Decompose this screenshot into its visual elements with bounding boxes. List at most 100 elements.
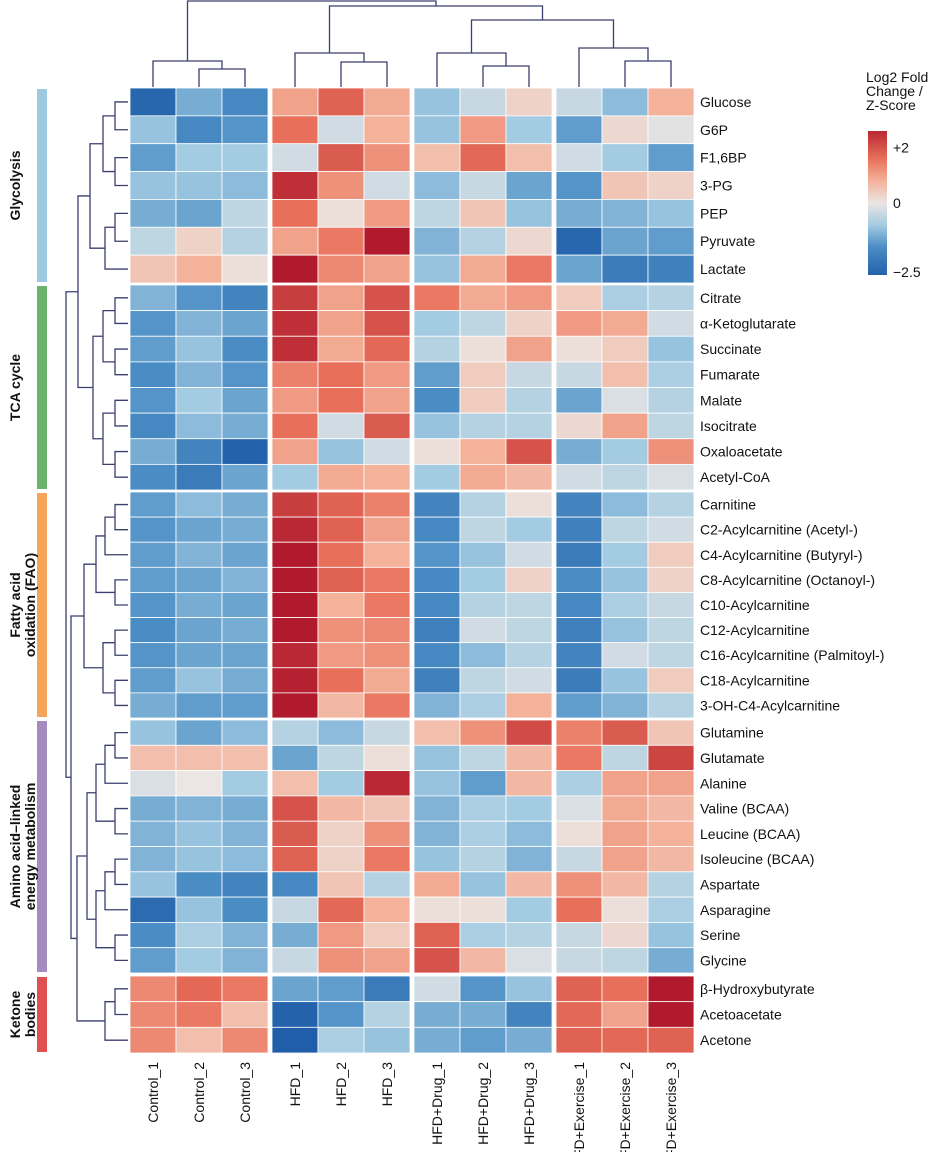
heatmap-cell: [555, 692, 603, 719]
heatmap-cell: [129, 199, 177, 228]
row-group-color-bar: [37, 286, 47, 489]
heatmap-cell: [601, 463, 649, 491]
heatmap-cell: [505, 284, 553, 312]
heatmap-cell: [221, 975, 269, 1003]
heatmap-cell: [129, 1026, 177, 1054]
column-label: HFD_3: [379, 1062, 395, 1107]
heatmap-cell: [363, 361, 411, 388]
heatmap-cell: [413, 226, 461, 256]
dendrogram-branch: [294, 52, 365, 87]
heatmap-cell: [175, 87, 223, 117]
heatmap-cell: [221, 143, 269, 172]
heatmap-cell: [413, 310, 461, 337]
heatmap-cell: [317, 642, 365, 669]
heatmap-cell: [555, 254, 603, 284]
heatmap-cell: [601, 947, 649, 974]
heatmap-cell: [271, 566, 319, 593]
heatmap-cell: [363, 87, 411, 117]
heatmap-cell: [175, 795, 223, 822]
heatmap-cell: [459, 199, 507, 228]
heatmap-cell: [647, 770, 695, 797]
row-label: C8-Acylcarnitine (Octanoyl-): [700, 572, 875, 588]
dendrogram-branch: [102, 309, 115, 363]
colorbar-title: Log2 Fold: [866, 69, 928, 85]
column-label: HFD_1: [287, 1062, 303, 1107]
heatmap-cell: [363, 871, 411, 898]
heatmap-cell: [601, 438, 649, 465]
heatmap-cell: [647, 1026, 695, 1054]
heatmap-cell: [505, 115, 553, 145]
heatmap-cell: [363, 438, 411, 465]
heatmap-cell: [271, 199, 319, 228]
heatmap-cell: [459, 87, 507, 117]
heatmap-cell: [363, 463, 411, 491]
heatmap-cell: [271, 1001, 319, 1028]
heatmap-cell: [271, 770, 319, 797]
heatmap-cell: [555, 199, 603, 228]
heatmap-cell: [175, 254, 223, 284]
heatmap-cell: [459, 820, 507, 847]
heatmap-cell: [459, 846, 507, 873]
heatmap-cell: [175, 310, 223, 337]
heatmap-cell: [175, 896, 223, 923]
heatmap-cell: [413, 171, 461, 200]
dendrogram-branch: [152, 60, 223, 87]
heatmap-cell: [175, 692, 223, 719]
heatmap-cell: [221, 335, 269, 363]
heatmap-cell: [317, 692, 365, 719]
heatmap-cell: [601, 692, 649, 719]
heatmap-cell: [459, 566, 507, 593]
dendrogram-branch: [186, 0, 437, 61]
heatmap-cell: [555, 335, 603, 363]
heatmap-cell: [271, 975, 319, 1003]
heatmap-cell: [555, 438, 603, 465]
row-label: β-Hydroxybutyrate: [700, 981, 815, 997]
heatmap-cell: [459, 770, 507, 797]
dendrogram-branch: [114, 807, 128, 835]
heatmap-cell: [317, 412, 365, 440]
heatmap-cell: [505, 226, 553, 256]
heatmap-cell: [317, 667, 365, 694]
heatmap-cell: [555, 387, 603, 414]
heatmap-cell: [647, 310, 695, 337]
row-label: Acetyl-CoA: [700, 469, 771, 485]
heatmap-cell: [221, 642, 269, 669]
heatmap-cell: [175, 719, 223, 746]
heatmap-cell: [271, 1026, 319, 1054]
heatmap-cell: [413, 463, 461, 491]
dendrogram-branch: [114, 503, 128, 531]
heatmap-cell: [505, 491, 553, 518]
heatmap-cell: [317, 199, 365, 228]
heatmap-cell: [601, 770, 649, 797]
heatmap-cell: [363, 1026, 411, 1054]
heatmap-cell: [505, 412, 553, 440]
heatmap-cell: [413, 592, 461, 618]
heatmap-cell: [175, 143, 223, 172]
heatmap-cell: [129, 143, 177, 172]
heatmap-cell: [505, 516, 553, 543]
heatmap-cell: [601, 719, 649, 746]
heatmap-cell: [129, 846, 177, 873]
heatmap-cell: [647, 820, 695, 847]
heatmap-cell: [601, 491, 649, 518]
heatmap-cell: [413, 199, 461, 228]
heatmap-cell: [221, 438, 269, 465]
heatmap-cell: [175, 438, 223, 465]
dendrogram-branch: [65, 291, 78, 778]
dendrogram-branch: [114, 579, 128, 606]
heatmap-cell: [317, 516, 365, 543]
heatmap-cell: [647, 438, 695, 465]
dendrogram-branch: [328, 5, 544, 53]
row-label: C12-Acylcarnitine: [700, 622, 810, 638]
heatmap-cell: [647, 947, 695, 974]
heatmap-cell: [129, 947, 177, 974]
heatmap-cell: [271, 667, 319, 694]
row-label: α-Ketoglutarate: [700, 315, 796, 331]
heatmap-cell: [317, 795, 365, 822]
heatmap-cell: [175, 412, 223, 440]
heatmap-cell: [555, 744, 603, 771]
dendrogram-branch: [114, 679, 128, 707]
dendrogram-branch: [114, 297, 128, 325]
heatmap-cell: [647, 254, 695, 284]
